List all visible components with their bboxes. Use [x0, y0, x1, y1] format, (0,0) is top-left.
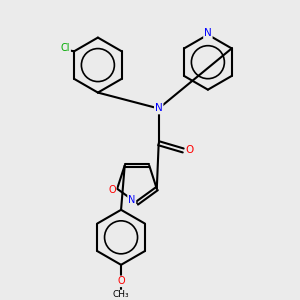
Text: N: N	[204, 28, 212, 38]
Text: O: O	[108, 185, 116, 195]
Text: CH₃: CH₃	[113, 290, 129, 299]
Text: N: N	[155, 103, 163, 113]
Text: O: O	[117, 276, 125, 286]
Text: N: N	[128, 195, 135, 205]
Text: Cl: Cl	[61, 44, 70, 53]
Text: O: O	[185, 146, 194, 155]
